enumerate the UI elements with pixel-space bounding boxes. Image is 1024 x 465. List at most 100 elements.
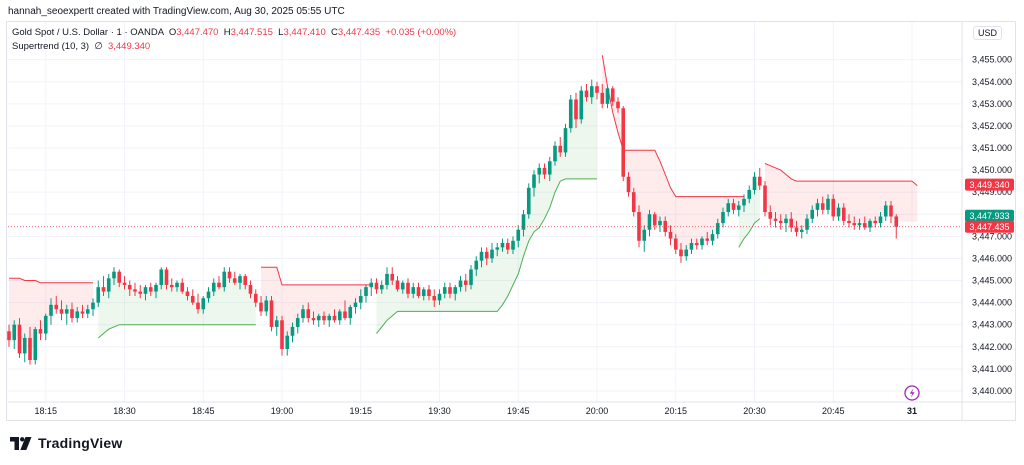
candle[interactable] xyxy=(143,284,148,301)
candle[interactable] xyxy=(54,295,59,314)
candle[interactable] xyxy=(369,278,374,296)
candle[interactable] xyxy=(574,92,578,129)
candle[interactable] xyxy=(889,201,893,224)
indicator-label[interactable]: Supertrend (10, 3) xyxy=(12,41,90,52)
candle[interactable] xyxy=(668,225,673,246)
candle[interactable] xyxy=(274,315,279,336)
candle[interactable] xyxy=(726,198,731,217)
candle[interactable] xyxy=(710,229,715,246)
tradingview-logo[interactable]: TradingView xyxy=(10,435,122,451)
candle[interactable] xyxy=(847,214,851,228)
candle[interactable] xyxy=(248,280,253,299)
candle[interactable] xyxy=(164,267,169,290)
candle[interactable] xyxy=(553,141,557,166)
candle[interactable] xyxy=(820,196,825,215)
candle[interactable] xyxy=(568,95,573,133)
candle[interactable] xyxy=(826,194,830,215)
candle[interactable] xyxy=(448,282,452,299)
candle[interactable] xyxy=(579,86,584,124)
candle[interactable] xyxy=(589,79,594,104)
candle[interactable] xyxy=(253,289,258,308)
candle[interactable] xyxy=(395,276,400,292)
candle[interactable] xyxy=(106,273,111,299)
candle[interactable] xyxy=(799,225,804,239)
candle[interactable] xyxy=(868,218,872,232)
candle[interactable] xyxy=(463,273,468,292)
candle[interactable] xyxy=(59,300,64,321)
candle[interactable] xyxy=(159,267,164,290)
currency-button[interactable]: USD xyxy=(973,26,1003,40)
candle[interactable] xyxy=(49,298,53,325)
candle[interactable] xyxy=(484,247,489,266)
candle[interactable] xyxy=(757,167,762,190)
candle[interactable] xyxy=(91,298,95,316)
candle[interactable] xyxy=(778,214,783,230)
candle[interactable] xyxy=(694,238,699,250)
candle[interactable] xyxy=(85,304,90,319)
candle[interactable] xyxy=(805,214,809,235)
candle[interactable] xyxy=(673,234,678,255)
candle[interactable] xyxy=(33,326,38,365)
candle[interactable] xyxy=(495,242,500,257)
candle[interactable] xyxy=(841,203,846,226)
candle[interactable] xyxy=(96,280,101,308)
candle[interactable] xyxy=(584,83,589,102)
candle[interactable] xyxy=(406,278,410,299)
candle[interactable] xyxy=(437,289,442,305)
candle[interactable] xyxy=(43,313,48,341)
candle[interactable] xyxy=(505,238,510,255)
candle[interactable] xyxy=(306,302,311,323)
candle[interactable] xyxy=(12,320,17,349)
candle[interactable] xyxy=(563,123,568,157)
candle[interactable] xyxy=(458,276,463,292)
candle[interactable] xyxy=(427,284,431,301)
candle[interactable] xyxy=(752,172,757,195)
candle[interactable] xyxy=(500,238,505,252)
candle[interactable] xyxy=(784,214,788,232)
candle[interactable] xyxy=(101,276,106,296)
candle[interactable] xyxy=(516,225,521,248)
candle[interactable] xyxy=(374,278,379,294)
candle[interactable] xyxy=(75,307,80,323)
candle[interactable] xyxy=(542,163,547,179)
candle[interactable] xyxy=(322,311,326,325)
candle[interactable] xyxy=(474,256,479,277)
candle[interactable] xyxy=(621,106,626,182)
candle[interactable] xyxy=(637,205,641,248)
candle[interactable] xyxy=(705,231,710,246)
candle[interactable] xyxy=(453,284,458,301)
candle[interactable] xyxy=(332,309,337,323)
candle[interactable] xyxy=(547,156,552,182)
candle[interactable] xyxy=(7,324,11,347)
candle[interactable] xyxy=(337,309,342,325)
candle[interactable] xyxy=(768,205,773,226)
candle[interactable] xyxy=(521,209,526,237)
candle[interactable] xyxy=(836,203,841,221)
candle[interactable] xyxy=(736,201,741,217)
candle[interactable] xyxy=(689,238,694,255)
candle[interactable] xyxy=(196,293,200,314)
candle[interactable] xyxy=(238,273,242,290)
candle[interactable] xyxy=(421,287,426,301)
candle[interactable] xyxy=(715,218,720,239)
candle[interactable] xyxy=(511,236,515,255)
candle[interactable] xyxy=(70,302,74,323)
candle[interactable] xyxy=(169,278,174,292)
candle[interactable] xyxy=(873,216,878,228)
candle[interactable] xyxy=(385,267,389,290)
candle[interactable] xyxy=(343,300,347,321)
candle[interactable] xyxy=(626,172,631,197)
candle[interactable] xyxy=(190,289,195,305)
candle[interactable] xyxy=(763,181,767,217)
candle[interactable] xyxy=(857,218,862,230)
candle[interactable] xyxy=(616,97,620,113)
candle[interactable] xyxy=(432,289,437,308)
candle[interactable] xyxy=(17,318,22,358)
candle[interactable] xyxy=(206,287,211,303)
candle[interactable] xyxy=(222,267,227,292)
candle[interactable] xyxy=(22,333,27,363)
candle[interactable] xyxy=(80,304,85,319)
candle[interactable] xyxy=(794,220,799,237)
candle[interactable] xyxy=(290,322,295,343)
